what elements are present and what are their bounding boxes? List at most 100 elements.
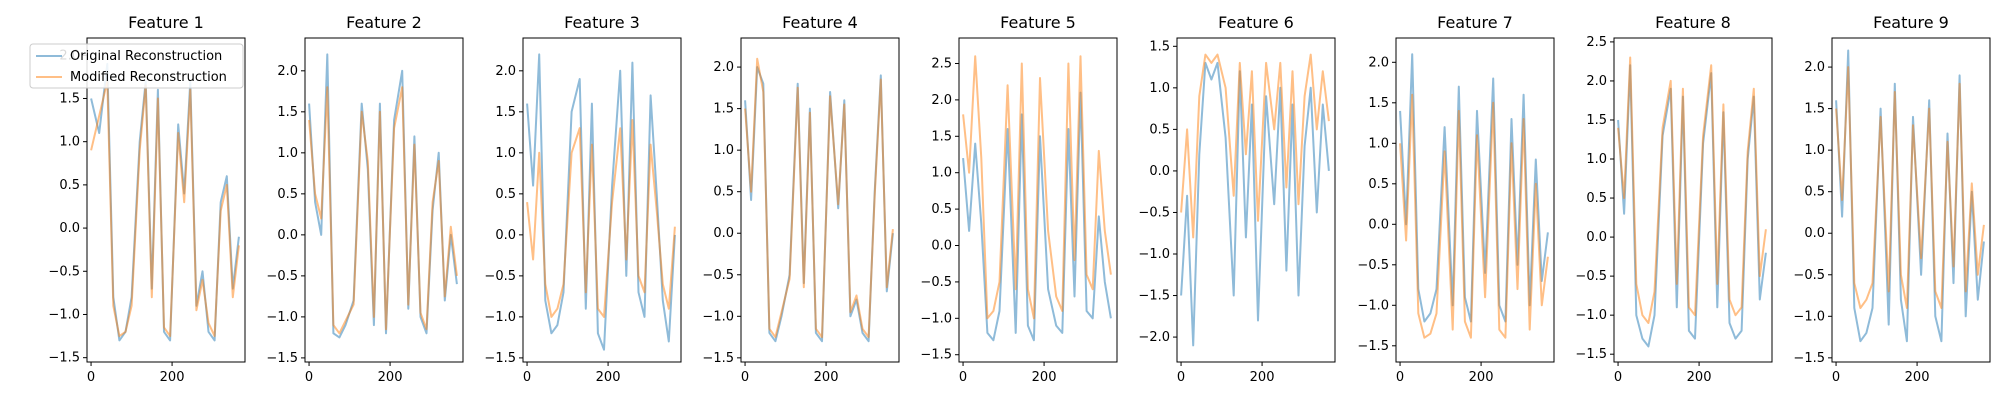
y-tick-label: −1.5 (1357, 339, 1389, 354)
subplot-title: Feature 6 (1218, 13, 1294, 32)
x-tick-label: 200 (596, 370, 621, 385)
y-tick-label: 0.5 (931, 202, 952, 217)
plot-frame (740, 37, 900, 363)
subplot-8: Feature 8 −1.5 −1.0 −0.5 0.0 0.5 1.0 1.5 2.0 2.5 0… (1575, 13, 1773, 385)
y-tick-label: 2.0 (1586, 74, 1607, 89)
y-tick-label: −1.5 (266, 351, 298, 366)
subplot-title: Feature 7 (1437, 13, 1513, 32)
y-tick-label: −1.0 (266, 310, 298, 325)
y-tick-label: −1.5 (484, 351, 516, 366)
y-tick-label: −1.0 (1138, 247, 1170, 262)
y-tick-label: −0.5 (1357, 258, 1389, 273)
y-tick-label: 0.5 (59, 178, 80, 193)
y-tick-label: −1.0 (1575, 308, 1607, 323)
subplot-title: Feature 1 (128, 13, 204, 32)
y-tick-label: 1.0 (713, 143, 734, 158)
x-tick-label: 200 (814, 370, 839, 385)
legend-box (29, 43, 244, 89)
y-tick-label: 0.5 (277, 187, 298, 202)
y-tick-label: −0.5 (1575, 269, 1607, 284)
subplot-3: Feature 3 −1.5 −1.0 −0.5 0.0 0.5 1.0 1.5 2.0 0 200 (484, 13, 682, 385)
y-tick-label: 2.0 (277, 64, 298, 79)
y-tick-label: 0.0 (1368, 217, 1389, 232)
plot-frame (1831, 37, 1991, 363)
y-tick-label: −1.5 (1793, 351, 1825, 366)
y-tick-label: 1.0 (495, 146, 516, 161)
series-line-modified (744, 57, 894, 339)
y-tick-label: 1.0 (1368, 136, 1389, 151)
y-tick-label: −0.5 (1793, 268, 1825, 283)
x-tick-label: 0 (1832, 370, 1840, 385)
y-tick-label: −1.5 (920, 348, 952, 363)
y-tick-label: 1.5 (1586, 113, 1607, 128)
y-tick-label: −1.5 (1575, 347, 1607, 362)
subplot-4: Feature 4 −1.5 −1.0 −0.5 0.0 0.5 1.0 1.5 2.0 0 200 (702, 13, 900, 385)
y-tick-label: 1.5 (495, 105, 516, 120)
y-tick-label: −1.0 (1357, 298, 1389, 313)
plot-frame (1395, 37, 1555, 363)
y-tick-label: 0.0 (495, 228, 516, 243)
y-tick-label: −0.5 (48, 264, 80, 279)
series-line-original (1180, 61, 1330, 347)
y-tick-label: 2.0 (1368, 55, 1389, 70)
y-tick-label: −0.5 (702, 268, 734, 283)
series-line-modified (90, 80, 240, 338)
y-tick-label: 1.5 (1804, 102, 1825, 117)
y-tick-label: −1.0 (702, 309, 734, 324)
plot-frame (86, 37, 246, 363)
y-tick-label: 1.5 (1368, 96, 1389, 111)
y-tick-label: −0.5 (266, 269, 298, 284)
y-tick-label: −0.5 (484, 269, 516, 284)
x-tick-label: 0 (741, 370, 749, 385)
y-tick-label: 1.5 (277, 105, 298, 120)
y-tick-label: 1.5 (59, 91, 80, 106)
y-tick-label: 1.0 (277, 146, 298, 161)
subplot-6: Feature 6 −2.0 −1.5 −1.0 −0.5 0.0 0.5 1.0 1.5 0 20… (1138, 13, 1336, 385)
y-tick-label: 0.0 (931, 239, 952, 254)
subplot-title: Feature 9 (1873, 13, 1949, 32)
y-tick-label: −1.0 (920, 311, 952, 326)
y-tick-label: 2.5 (931, 56, 952, 71)
y-tick-label: −1.5 (1138, 289, 1170, 304)
x-tick-label: 200 (1687, 370, 1712, 385)
subplot-title: Feature 8 (1655, 13, 1731, 32)
plot-frame (1176, 37, 1336, 363)
legend-label-modified: Modified Reconstruction (70, 70, 227, 85)
legend: Original Reconstruction Modified Reconst… (29, 43, 244, 89)
plot-frame (304, 37, 464, 363)
series-line-modified (308, 86, 458, 335)
x-tick-label: 0 (959, 370, 967, 385)
plot-frame (1613, 37, 1773, 363)
series-line-modified (1180, 53, 1330, 239)
y-tick-label: 0.0 (277, 228, 298, 243)
y-tick-label: 2.0 (1804, 60, 1825, 75)
subplot-7: Feature 7 −1.5 −1.0 −0.5 0.0 0.5 1.0 1.5 2.0 0 200 (1357, 13, 1555, 385)
y-tick-label: 0.0 (1804, 226, 1825, 241)
y-tick-label: 0.5 (1804, 185, 1825, 200)
y-tick-label: 1.0 (931, 166, 952, 181)
series-line-modified (1835, 66, 1985, 309)
y-tick-label: 2.5 (1586, 35, 1607, 50)
subplot-2: Feature 2 −1.5 −1.0 −0.5 0.0 0.5 1.0 1.5 2.0 0 200 (266, 13, 464, 385)
x-tick-label: 200 (1032, 370, 1057, 385)
legend-label-original: Original Reconstruction (70, 49, 222, 64)
subplot-title: Feature 3 (564, 13, 640, 32)
subplot-title: Feature 4 (782, 13, 858, 32)
x-tick-label: 200 (1905, 370, 1930, 385)
plot-frame (958, 37, 1118, 363)
y-tick-label: 1.5 (713, 102, 734, 117)
x-tick-label: 200 (1250, 370, 1275, 385)
series-line-modified (1617, 56, 1767, 324)
subplot-title: Feature 2 (346, 13, 422, 32)
x-tick-label: 0 (87, 370, 95, 385)
y-tick-label: 0.0 (713, 226, 734, 241)
series-line-modified (526, 119, 676, 318)
subplot-title: Feature 5 (1000, 13, 1076, 32)
y-tick-label: 1.0 (59, 135, 80, 150)
y-tick-label: 0.5 (1149, 122, 1170, 137)
y-tick-label: −0.5 (920, 275, 952, 290)
y-tick-label: 2.0 (495, 64, 516, 79)
y-tick-label: −1.5 (48, 351, 80, 366)
